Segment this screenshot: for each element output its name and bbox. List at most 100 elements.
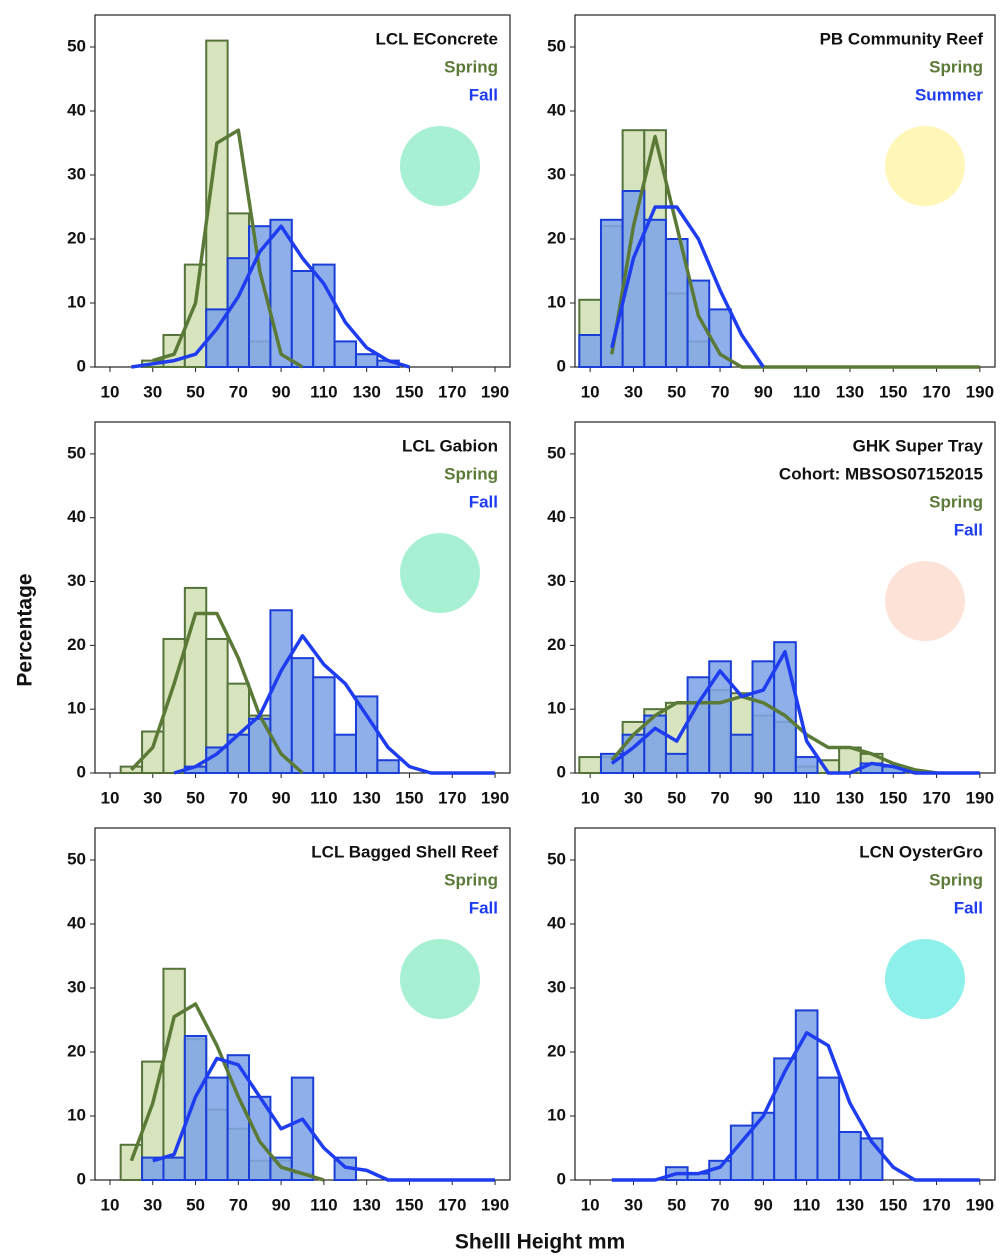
legend-entry: Spring — [444, 464, 498, 483]
histogram-bar — [773, 1057, 797, 1182]
y-tick-label: 40 — [547, 913, 566, 932]
x-tick-label: 130 — [836, 382, 864, 401]
x-tick-label: 190 — [481, 788, 509, 807]
histogram-bar — [376, 759, 400, 775]
histogram-bar — [643, 218, 667, 368]
x-tick-label: 50 — [667, 1195, 686, 1214]
x-tick-label: 90 — [754, 1195, 773, 1214]
panel-subtitle: Cohort: MBSOS07152015 — [779, 464, 983, 483]
x-tick-label: 170 — [922, 788, 950, 807]
y-tick-label: 0 — [77, 1169, 86, 1188]
x-tick-label: 10 — [101, 382, 120, 401]
histogram-bar — [312, 676, 336, 774]
y-tick-label: 50 — [547, 443, 566, 462]
x-tick-label: 150 — [879, 382, 907, 401]
y-tick-label: 10 — [67, 1105, 86, 1124]
y-tick-label: 30 — [67, 571, 86, 590]
legend-entry: Spring — [929, 492, 983, 511]
site-dot — [885, 561, 965, 641]
legend-entry: Fall — [954, 898, 983, 917]
x-tick-label: 30 — [624, 788, 643, 807]
y-tick-label: 40 — [67, 507, 86, 526]
panel-title: LCL EConcrete — [376, 29, 499, 48]
y-tick-label: 40 — [67, 913, 86, 932]
histogram-bar — [664, 752, 689, 775]
x-tick-label: 50 — [667, 382, 686, 401]
x-tick-label: 10 — [581, 1195, 600, 1214]
x-tick-label: 190 — [481, 1195, 509, 1214]
y-tick-label: 10 — [547, 292, 566, 311]
histogram-bar — [354, 353, 379, 369]
x-axis-label: Shelll Height mm — [455, 1231, 625, 1254]
histogram-bar — [333, 733, 357, 775]
y-tick-label: 20 — [547, 228, 566, 247]
histogram-bar — [333, 340, 357, 368]
x-tick-label: 130 — [836, 1195, 864, 1214]
y-tick-label: 30 — [67, 164, 86, 183]
x-tick-label: 110 — [310, 1195, 337, 1214]
histogram-bar — [269, 218, 293, 368]
site-dot — [400, 126, 480, 206]
x-tick-label: 30 — [143, 382, 162, 401]
y-tick-label: 50 — [67, 36, 86, 55]
histogram-bar — [578, 756, 602, 775]
x-tick-label: 170 — [922, 1195, 950, 1214]
y-tick-label: 10 — [67, 292, 86, 311]
histogram-bar — [354, 695, 379, 774]
x-tick-label: 170 — [438, 788, 466, 807]
y-tick-label: 20 — [67, 228, 86, 247]
histogram-bar — [859, 1137, 884, 1182]
histogram-bar — [578, 334, 602, 368]
x-tick-label: 190 — [966, 1195, 994, 1214]
x-tick-label: 30 — [624, 1195, 643, 1214]
legend-entry: Spring — [444, 870, 498, 889]
histogram-bar — [205, 1076, 229, 1181]
histogram-bar — [141, 730, 165, 775]
histogram-bar — [290, 657, 315, 774]
x-tick-label: 90 — [272, 1195, 291, 1214]
x-tick-label: 130 — [352, 788, 380, 807]
panel-title: LCL Bagged Shell Reef — [311, 842, 498, 861]
y-tick-label: 30 — [547, 977, 566, 996]
histogram-bar — [183, 1035, 208, 1181]
x-tick-label: 10 — [581, 788, 600, 807]
y-tick-label: 30 — [67, 977, 86, 996]
y-tick-label: 10 — [547, 699, 566, 718]
x-tick-label: 30 — [143, 788, 162, 807]
histogram-bar — [290, 270, 315, 368]
x-tick-label: 170 — [438, 382, 466, 401]
x-tick-label: 90 — [754, 788, 773, 807]
x-tick-label: 90 — [272, 382, 291, 401]
x-tick-label: 190 — [966, 788, 994, 807]
x-tick-label: 150 — [395, 1195, 423, 1214]
x-tick-label: 110 — [793, 382, 820, 401]
y-tick-label: 10 — [67, 699, 86, 718]
histogram-bar — [686, 279, 711, 369]
legend-entry: Summer — [915, 85, 983, 104]
site-dot — [885, 126, 965, 206]
panel-title: LCL Gabion — [402, 436, 498, 455]
y-tick-label: 0 — [557, 762, 566, 781]
x-tick-label: 10 — [581, 382, 600, 401]
histogram-bar — [312, 263, 336, 369]
x-tick-label: 110 — [793, 788, 820, 807]
x-tick-label: 50 — [186, 382, 205, 401]
x-tick-label: 30 — [624, 382, 643, 401]
panel-title: LCN OysterGro — [859, 842, 983, 861]
histogram-bar — [269, 609, 293, 774]
y-tick-label: 10 — [547, 1105, 566, 1124]
panel-title: PB Community Reef — [820, 29, 984, 48]
histogram-bar — [816, 1076, 841, 1181]
smoothed-line — [129, 1002, 325, 1182]
x-tick-label: 70 — [711, 382, 730, 401]
histogram-bar — [794, 756, 819, 775]
x-tick-label: 150 — [879, 1195, 907, 1214]
x-tick-label: 70 — [229, 1195, 248, 1214]
x-tick-label: 190 — [966, 382, 994, 401]
smoothed-line — [610, 205, 765, 368]
site-dot — [400, 939, 480, 1019]
legend-entry: Fall — [469, 492, 498, 511]
y-tick-label: 0 — [557, 1169, 566, 1188]
y-tick-label: 30 — [547, 164, 566, 183]
x-tick-label: 130 — [352, 1195, 380, 1214]
